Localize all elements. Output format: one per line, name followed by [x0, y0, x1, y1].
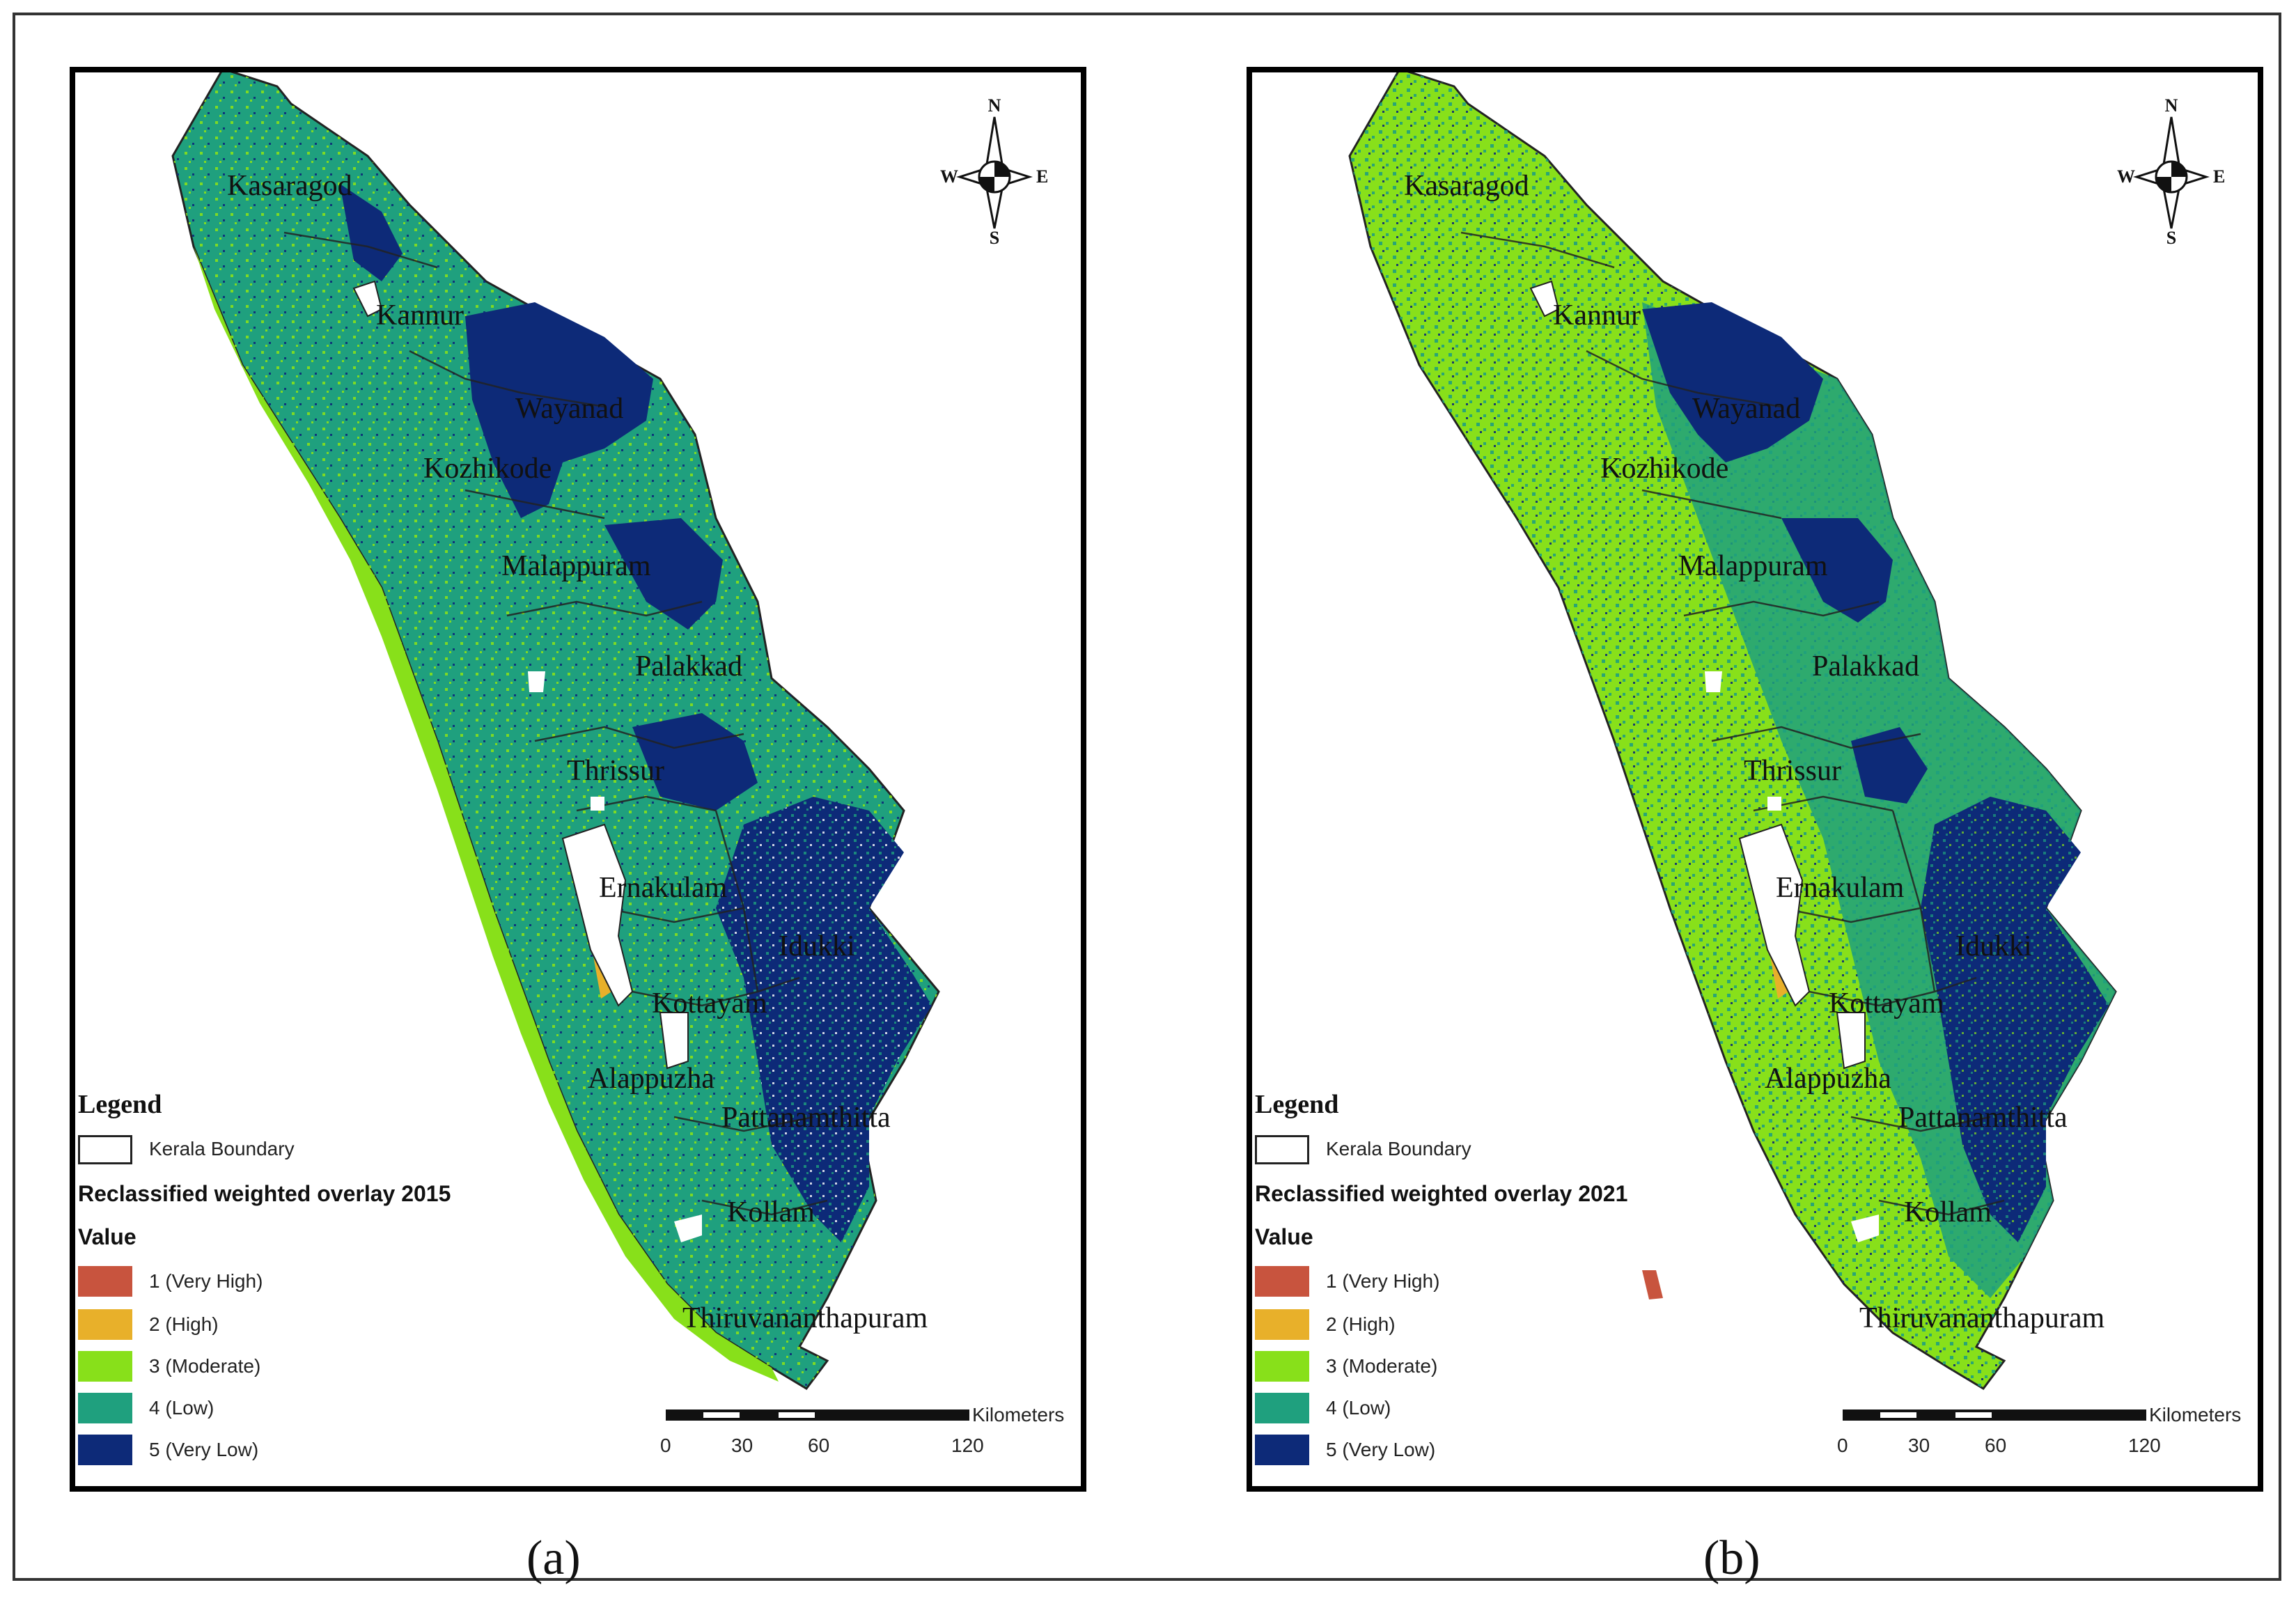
label-idukki: Idukki	[1955, 930, 2032, 962]
boundary-label: Kerala Boundary	[1326, 1138, 1471, 1159]
label-kannur: Kannur	[376, 299, 464, 331]
scale-tick: 0	[1837, 1435, 1848, 1456]
scale-tick: 120	[951, 1435, 984, 1456]
label-thrissur: Thrissur	[567, 755, 664, 787]
overlay-title: Reclassified weighted overlay 2021	[1255, 1181, 1628, 1206]
label-kottayam: Kottayam	[652, 987, 767, 1020]
swatch-low	[78, 1393, 132, 1423]
label-ernakulam: Ernakulam	[1776, 872, 1905, 904]
svg-text:W: W	[940, 166, 958, 187]
class-label: 3 (Moderate)	[149, 1355, 261, 1377]
map-panel-2021: Kasaragod Kannur Wayanad Kozhikode Malap…	[1247, 67, 2263, 1492]
label-palakkad: Palakkad	[1812, 650, 1919, 682]
swatch-very-low	[1255, 1435, 1309, 1465]
scale-tick: 60	[1985, 1435, 2007, 1456]
label-alappuzha: Alappuzha	[588, 1063, 714, 1095]
class-label: 5 (Very Low)	[1326, 1439, 1436, 1460]
map-panel-2015: Kasaragod Kannur Wayanad Kozhikode Malap…	[70, 67, 1086, 1492]
label-palakkad: Palakkad	[635, 650, 742, 682]
label-wayanad: Wayanad	[1692, 393, 1801, 425]
svg-text:N: N	[2165, 95, 2178, 116]
svg-text:S: S	[2166, 228, 2176, 248]
class-label: 1 (Very High)	[149, 1270, 263, 1292]
boundary-swatch	[78, 1135, 132, 1164]
kerala-map-2015	[171, 72, 940, 1390]
scale-unit: Kilometers	[972, 1404, 1065, 1426]
swatch-very-high	[78, 1266, 132, 1297]
label-malappuram: Malappuram	[501, 550, 651, 582]
label-idukki: Idukki	[779, 930, 855, 962]
label-alappuzha: Alappuzha	[1765, 1063, 1891, 1095]
swatch-high	[78, 1309, 132, 1340]
label-malappuram: Malappuram	[1678, 550, 1828, 582]
svg-text:E: E	[1036, 166, 1048, 187]
swatch-low	[1255, 1393, 1309, 1423]
class-label: 1 (Very High)	[1326, 1270, 1440, 1292]
label-kasaragod: Kasaragod	[1404, 170, 1529, 202]
svg-text:S: S	[990, 228, 999, 248]
scale-tick: 120	[2128, 1435, 2161, 1456]
overlay-title: Reclassified weighted overlay 2015	[78, 1181, 451, 1206]
kerala-shape-2021	[1348, 72, 2117, 1390]
caption-a: (a)	[526, 1531, 581, 1585]
swatch-high	[1255, 1309, 1309, 1340]
label-kozhikode: Kozhikode	[423, 453, 552, 485]
legend-title: Legend	[78, 1090, 162, 1119]
label-kannur: Kannur	[1553, 299, 1641, 331]
figure-frame: Kasaragod Kannur Wayanad Kozhikode Malap…	[13, 13, 2281, 1585]
svg-text:W: W	[2117, 166, 2135, 187]
legend-title: Legend	[1255, 1090, 1339, 1119]
class-label: 5 (Very Low)	[149, 1439, 259, 1460]
swatch-very-high	[1255, 1266, 1309, 1297]
scale-unit: Kilometers	[2149, 1404, 2242, 1426]
value-title: Value	[78, 1224, 136, 1249]
label-kottayam: Kottayam	[1829, 987, 1944, 1020]
boundary-label: Kerala Boundary	[149, 1138, 295, 1159]
scale-bar: Kilometers 0 30 60 120	[660, 1404, 1081, 1474]
label-kozhikode: Kozhikode	[1600, 453, 1729, 485]
kerala-shape-2015	[171, 72, 940, 1390]
class-label: 2 (High)	[149, 1313, 219, 1335]
label-thrissur: Thrissur	[1744, 755, 1841, 787]
label-kasaragod: Kasaragod	[227, 170, 352, 202]
svg-text:E: E	[2213, 166, 2225, 187]
label-kollam: Kollam	[727, 1196, 815, 1228]
north-arrow-compass-icon: N S W E	[939, 86, 1050, 253]
value-title: Value	[1255, 1224, 1313, 1249]
class-label: 4 (Low)	[149, 1397, 214, 1419]
class-label: 2 (High)	[1326, 1313, 1396, 1335]
label-kollam: Kollam	[1904, 1196, 1992, 1228]
scale-tick: 60	[808, 1435, 830, 1456]
label-pattanamthitta: Pattanamthitta	[721, 1102, 891, 1134]
label-wayanad: Wayanad	[515, 393, 624, 425]
swatch-moderate	[78, 1351, 132, 1382]
label-thiruvananthapuram: Thiruvananthapuram	[682, 1302, 928, 1334]
scale-tick: 0	[660, 1435, 671, 1456]
kerala-map-2021	[1348, 72, 2117, 1390]
swatch-moderate	[1255, 1351, 1309, 1382]
label-pattanamthitta: Pattanamthitta	[1898, 1102, 2068, 1134]
label-ernakulam: Ernakulam	[599, 872, 728, 904]
class-label: 4 (Low)	[1326, 1397, 1391, 1419]
label-thiruvananthapuram: Thiruvananthapuram	[1859, 1302, 2105, 1334]
scale-tick: 30	[731, 1435, 753, 1456]
scale-tick: 30	[1908, 1435, 1930, 1456]
svg-text:N: N	[988, 95, 1001, 116]
scale-bar: Kilometers 0 30 60 120	[1837, 1404, 2258, 1474]
north-arrow-compass-icon: N S W E	[2116, 86, 2227, 253]
boundary-swatch	[1255, 1135, 1309, 1164]
swatch-very-low	[78, 1435, 132, 1465]
class-label: 3 (Moderate)	[1326, 1355, 1438, 1377]
caption-b: (b)	[1703, 1531, 1760, 1585]
